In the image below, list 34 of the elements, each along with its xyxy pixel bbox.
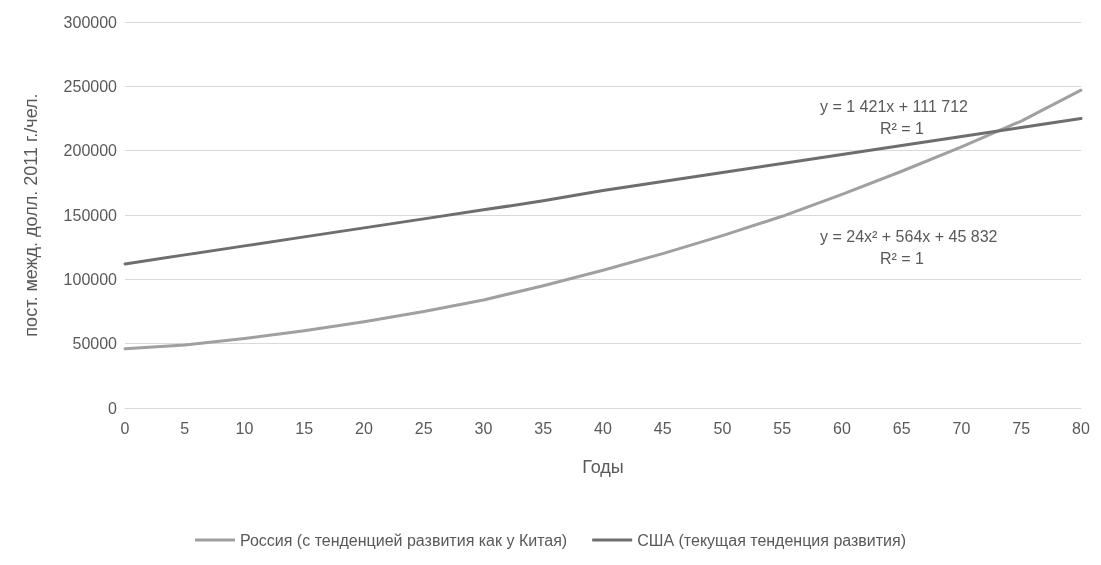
x-tick-label: 55	[773, 419, 792, 437]
x-tick-label: 5	[180, 419, 190, 437]
annotation: y = 24x² + 564x + 45 832	[820, 227, 998, 245]
x-tick-label: 70	[952, 419, 971, 437]
x-tick-label: 65	[892, 419, 911, 437]
y-tick-label: 250000	[63, 77, 118, 95]
x-tick-label: 80	[1072, 419, 1090, 437]
x-tick-label: 15	[295, 419, 314, 437]
line-series	[123, 117, 1083, 266]
line-series	[123, 88, 1083, 351]
x-tick-label: 45	[653, 419, 672, 437]
y-tick-label: 300000	[63, 13, 118, 31]
x-axis-title: Годы	[582, 457, 624, 477]
y-axis-title: пост. межд. долл. 2011 г./чел.	[21, 93, 41, 337]
y-tick-label: 150000	[63, 206, 118, 224]
y-tick-label: 200000	[63, 142, 118, 160]
legend-label: США (текущая тенденция развития)	[637, 531, 907, 549]
x-tick-label: 60	[833, 419, 851, 437]
annotation: y = 1 421x + 111 712	[820, 97, 969, 115]
y-tick-label: 100000	[63, 270, 118, 288]
x-tick-label: 35	[534, 419, 553, 437]
x-tick-label: 75	[1012, 419, 1031, 437]
x-tick-label: 20	[355, 419, 373, 437]
x-tick-label: 0	[120, 419, 130, 437]
y-tick-label: 50000	[72, 335, 118, 353]
x-tick-label: 30	[474, 419, 493, 437]
x-tick-label: 40	[594, 419, 612, 437]
x-tick-label: 10	[235, 419, 254, 437]
annotation: R² = 1	[880, 119, 925, 137]
annotation: R² = 1	[880, 249, 925, 267]
legend-label: Россия (с тенденцией развития как у Китая)	[239, 531, 568, 549]
x-tick-label: 25	[414, 419, 433, 437]
x-tick-label: 50	[713, 419, 732, 437]
y-tick-label: 0	[108, 399, 118, 417]
